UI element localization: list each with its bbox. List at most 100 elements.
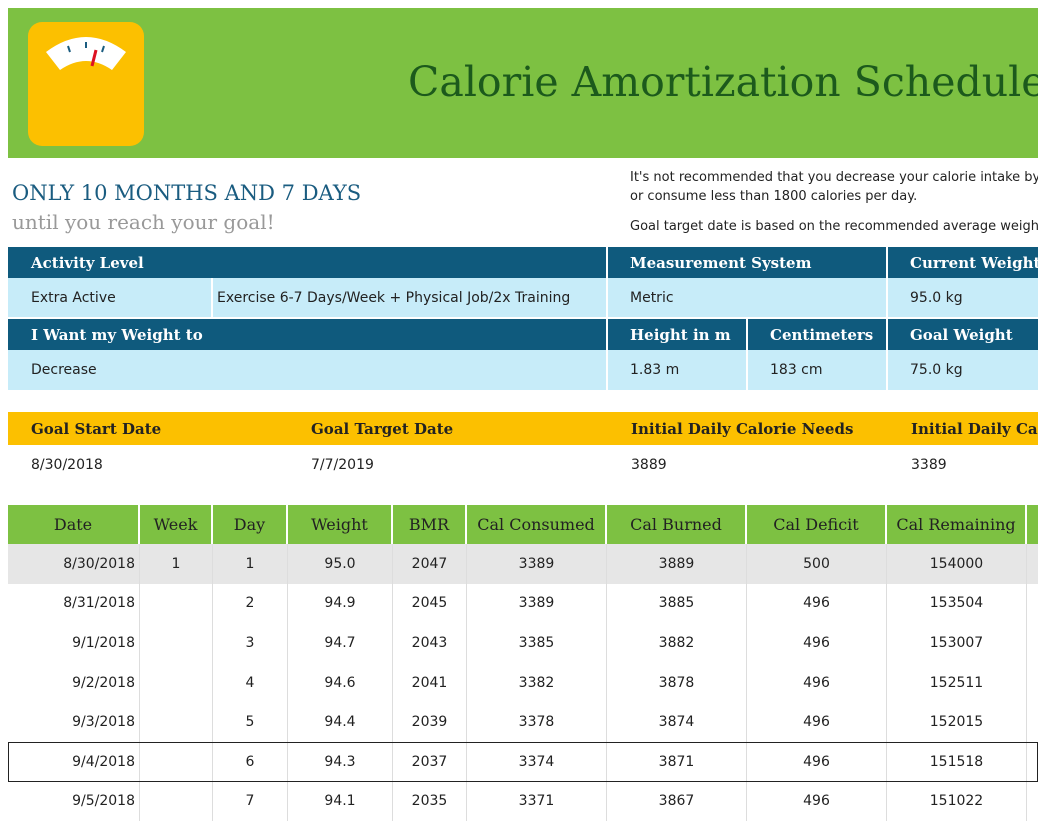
cell: 2037 [393,742,467,782]
cell [140,662,213,703]
column-header: Cal Remaining [887,505,1027,544]
title: Calorie Amortization Schedule [408,58,1038,106]
cell: 2043 [393,623,467,663]
note: Goal target date is based on the recomme… [630,218,1038,234]
info-value: Decrease [8,350,608,390]
goal-value: 3889 [631,457,667,473]
goal-value: 7/7/2019 [311,457,374,473]
cell: 8/30/2018 [8,544,140,584]
schedule-header-band [8,505,1038,544]
cell: 9/2/2018 [8,662,140,703]
info-label: Activity Level [8,247,608,278]
info-label: I Want my Weight to [8,319,608,350]
info-value: Metric [608,278,888,317]
cell: 2047 [393,544,467,584]
row-background [8,702,1038,742]
cell: 1 [213,544,288,584]
cell: 3 [213,623,288,663]
cell [140,702,213,742]
cell: 152511 [887,662,1027,703]
cell: 3885 [607,583,747,624]
cell: 3385 [467,623,607,663]
row-background [8,662,1038,703]
cell: 3382 [467,662,607,703]
cell: 2035 [393,781,467,821]
info-value: 75.0 kg [888,350,1038,390]
cell: 94.7 [288,623,393,663]
cell: 3889 [607,544,747,584]
goal-label: Goal Start Date [31,419,162,438]
cell: 5 [213,702,288,742]
cell: 496 [747,781,887,821]
logo [28,22,144,146]
info-value: 95.0 kg [888,278,1038,317]
subline: until you reach your goal! [12,210,275,234]
info-value: 1.83 m [608,350,748,390]
cell: 94.6 [288,662,393,703]
cell: 151518 [887,742,1027,782]
column-header: Day [213,505,288,544]
cell: 152015 [887,702,1027,742]
column-header: Cal Deficit [747,505,887,544]
header-band [8,8,1038,158]
info-label: Measurement System [608,247,888,278]
cell [140,583,213,624]
info-value: Exercise 6-7 Days/Week + Physical Job/2x… [213,278,608,317]
goal-label: Initial Daily Calorie Needs [631,419,854,438]
info-label: Current Weight [888,247,1038,278]
cell: 3874 [607,702,747,742]
cell: 496 [747,623,887,663]
cell: 3882 [607,623,747,663]
cell: 94.9 [288,583,393,624]
goal-value: 3389 [911,457,947,473]
cell: 94.3 [288,742,393,782]
cell: 496 [747,742,887,782]
cell: 2041 [393,662,467,703]
cell: 9/3/2018 [8,702,140,742]
cell [140,742,213,782]
cell: 3371 [467,781,607,821]
cell: 154000 [887,544,1027,584]
note: or consume less than 1800 calories per d… [630,188,918,204]
headline: ONLY 10 MONTHS AND 7 DAYS [12,181,362,205]
row-background [8,623,1038,663]
cell: 496 [747,702,887,742]
cell: 9/5/2018 [8,781,140,821]
cell: 151022 [887,781,1027,821]
info-label: Height in m [608,319,748,350]
goal-label: Initial Daily Ca [911,419,1038,438]
cell: 496 [747,583,887,624]
cell: 3389 [467,544,607,584]
column-header: Cal Burned [607,505,747,544]
cell: 7 [213,781,288,821]
cell: 1 [140,544,213,584]
cell: 95.0 [288,544,393,584]
goal-value: 8/30/2018 [31,457,103,473]
cell [140,623,213,663]
cell: 94.1 [288,781,393,821]
cell: 3374 [467,742,607,782]
cell: 3867 [607,781,747,821]
row-background [8,544,1038,584]
info-value: 183 cm [748,350,888,390]
cell: 153504 [887,583,1027,624]
goal-label: Goal Target Date [311,419,454,438]
cell: 3871 [607,742,747,782]
column-header: Cal Consumed [467,505,607,544]
cell: 2 [213,583,288,624]
info-label: Goal Weight [888,319,1038,350]
goal-band [8,412,1038,445]
cell: 4 [213,662,288,703]
cell: 9/4/2018 [8,742,140,782]
cell: 3378 [467,702,607,742]
cell: 2039 [393,702,467,742]
column-header: BMR [393,505,467,544]
info-value: Extra Active [8,278,213,317]
cell: 8/31/2018 [8,583,140,624]
cell: 500 [747,544,887,584]
row-background [8,742,1038,782]
cell: 6 [213,742,288,782]
cell [140,781,213,821]
column-header: Weight [288,505,393,544]
cell: 496 [747,662,887,703]
